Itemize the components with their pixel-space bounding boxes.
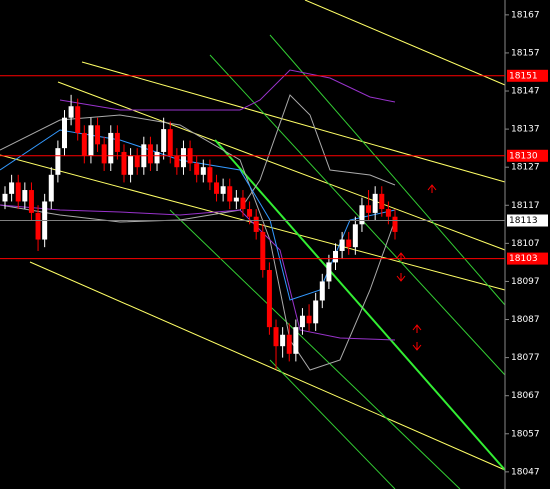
y-tick-label: 18067 <box>511 391 540 401</box>
candle-body <box>233 197 239 202</box>
y-tick-label: 18117 <box>511 201 540 211</box>
candle-body <box>227 186 233 202</box>
candle-body <box>15 182 21 202</box>
level-label-box <box>507 252 548 265</box>
candle-body <box>326 262 332 282</box>
candle-body <box>174 155 180 168</box>
candle-body <box>273 327 279 347</box>
candle-body <box>28 190 34 213</box>
y-tick-label: 18167 <box>511 10 540 20</box>
candle-body <box>81 132 87 156</box>
candle-body <box>306 315 312 324</box>
channel-line <box>81 61 506 183</box>
y-tick-label: 18057 <box>511 429 540 439</box>
channel-line <box>169 209 461 489</box>
y-tick-label: 18077 <box>511 353 540 363</box>
candle-body <box>319 281 325 301</box>
candle-body <box>22 190 28 202</box>
candle-body <box>372 193 378 213</box>
channel-line <box>269 359 396 489</box>
candle-body <box>379 193 385 210</box>
arrow-up <box>412 324 422 333</box>
candle-body <box>333 250 339 263</box>
candle-body <box>48 174 54 202</box>
candle-body <box>180 148 186 168</box>
level-label-box <box>507 69 548 82</box>
candle-body <box>9 182 15 194</box>
candle-body <box>35 212 41 240</box>
y-tick-label: 18147 <box>511 87 540 97</box>
band-line <box>0 204 396 341</box>
level-label: 18151 <box>509 71 538 81</box>
channel-line <box>214 139 506 471</box>
channel-line <box>304 0 506 86</box>
y-tick-label: 18157 <box>511 48 540 58</box>
channel-line <box>29 261 506 471</box>
candle-body <box>240 197 246 210</box>
y-tick-label: 18047 <box>511 467 540 477</box>
candle-body <box>366 205 372 213</box>
candle-body <box>61 117 67 149</box>
level-label-box <box>507 214 548 227</box>
candle-body <box>108 132 114 164</box>
level-label-box <box>507 149 548 162</box>
channel-line <box>209 54 506 376</box>
candle-body <box>286 334 292 354</box>
channel-line <box>269 34 506 306</box>
indicator-lines <box>0 0 506 489</box>
candle-body <box>200 167 206 175</box>
candle-body <box>359 205 365 225</box>
candle-body <box>75 106 81 133</box>
candle-body <box>207 167 213 183</box>
y-tick-label: 18107 <box>511 239 540 249</box>
y-tick-label: 18087 <box>511 315 540 325</box>
candle-body <box>220 186 226 194</box>
band-line <box>59 69 396 111</box>
arrows <box>396 184 437 351</box>
candle-body <box>2 193 8 202</box>
arrow-up <box>427 184 437 193</box>
candle-body <box>154 151 160 164</box>
candle-body <box>260 231 266 271</box>
candle-body <box>55 148 61 175</box>
candle-body <box>299 315 305 328</box>
candle-body <box>147 144 153 164</box>
candle-body <box>121 151 127 175</box>
candle-body <box>339 239 345 251</box>
y-tick-label: 18127 <box>511 163 540 173</box>
candle-body <box>95 125 101 145</box>
candle-body <box>194 163 200 175</box>
candle-body <box>266 270 272 328</box>
candle-body <box>101 144 107 164</box>
arrow-down <box>412 342 422 351</box>
candle-body <box>352 224 358 248</box>
candle-body <box>167 129 173 156</box>
candle-body <box>114 132 120 152</box>
candle-body <box>88 125 94 156</box>
candle-body <box>253 216 259 232</box>
candle-body <box>134 155 140 168</box>
y-tick-label: 18137 <box>511 125 540 135</box>
candle-body <box>293 327 299 354</box>
candle-body <box>161 129 167 152</box>
candle-body <box>385 209 391 217</box>
candle-body <box>392 216 398 232</box>
candle-body <box>128 155 134 175</box>
level-label: 18130 <box>509 151 538 161</box>
y-tick-label: 18097 <box>511 277 540 287</box>
candle-body <box>247 209 253 217</box>
arrow-up <box>396 252 406 261</box>
candle-body <box>280 334 286 347</box>
candle-body <box>313 300 319 324</box>
level-label: 18113 <box>509 216 538 226</box>
candle-body <box>346 239 352 248</box>
band-line <box>0 94 396 223</box>
candle-body <box>68 106 74 118</box>
level-label: 18103 <box>509 254 538 264</box>
candle-body <box>214 182 220 194</box>
arrow-down <box>396 273 406 282</box>
